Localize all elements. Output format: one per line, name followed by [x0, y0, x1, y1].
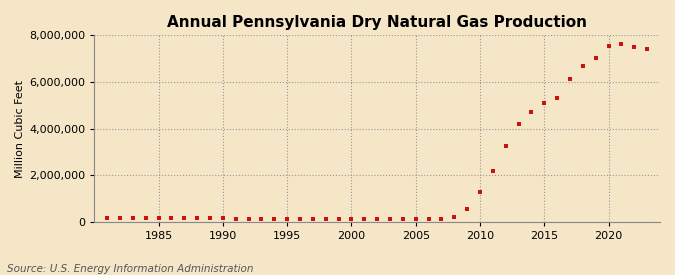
Point — [115, 216, 126, 221]
Point — [462, 207, 472, 211]
Point — [166, 216, 177, 221]
Point — [205, 216, 215, 221]
Point — [217, 216, 228, 221]
Point — [256, 216, 267, 221]
Point — [372, 217, 383, 221]
Point — [564, 77, 575, 81]
Point — [500, 144, 511, 148]
Y-axis label: Million Cubic Feet: Million Cubic Feet — [15, 79, 25, 178]
Point — [346, 217, 357, 221]
Point — [603, 44, 614, 48]
Point — [577, 64, 588, 68]
Point — [436, 217, 447, 221]
Point — [642, 46, 653, 51]
Point — [294, 217, 305, 221]
Point — [359, 217, 370, 221]
Point — [153, 216, 164, 220]
Text: Source: U.S. Energy Information Administration: Source: U.S. Energy Information Administ… — [7, 264, 253, 274]
Point — [449, 215, 460, 219]
Point — [398, 217, 408, 221]
Point — [308, 217, 319, 221]
Point — [102, 216, 113, 221]
Point — [192, 216, 202, 221]
Point — [629, 45, 640, 50]
Point — [616, 42, 627, 46]
Point — [385, 217, 396, 221]
Point — [526, 109, 537, 114]
Title: Annual Pennsylvania Dry Natural Gas Production: Annual Pennsylvania Dry Natural Gas Prod… — [167, 15, 587, 30]
Point — [410, 217, 421, 221]
Point — [513, 122, 524, 127]
Point — [539, 101, 549, 105]
Point — [128, 216, 138, 221]
Point — [321, 217, 331, 221]
Point — [243, 216, 254, 221]
Point — [551, 95, 562, 100]
Point — [230, 216, 241, 221]
Point — [591, 56, 601, 60]
Point — [333, 217, 344, 221]
Point — [269, 216, 279, 221]
Point — [281, 216, 292, 221]
Point — [487, 169, 498, 173]
Point — [423, 217, 434, 221]
Point — [140, 216, 151, 220]
Point — [179, 216, 190, 221]
Point — [475, 190, 485, 194]
